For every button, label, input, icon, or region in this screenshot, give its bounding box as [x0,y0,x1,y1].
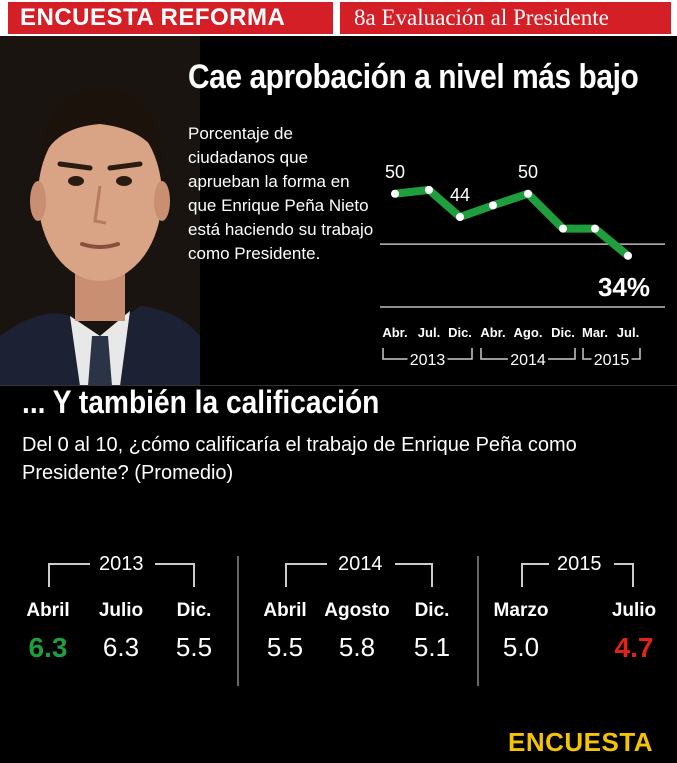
rating-value: 5.5 [175,632,213,662]
year-bracket-left-2015 [521,563,549,587]
data-point [591,224,599,233]
year-bracket-left-2013 [48,563,90,587]
year-bracket-right-2014 [395,563,433,587]
year-bracket [548,348,576,360]
year-bracket [382,348,408,360]
year-label-2014: 2014 [338,553,383,575]
x-tick-label: Abr. [480,325,505,340]
data-point [559,224,567,233]
section2-title: ... Y también la calificación [22,384,380,420]
rating-value: 5.8 [338,632,376,662]
encuesta-logo: ENCUESTA [508,727,654,757]
data-label: 50 [518,162,538,182]
x-tick-label: Mar. [582,325,608,340]
approval-series-line [391,185,632,260]
month-label: Dic. [176,600,212,621]
section2-question: Del 0 al 10, ¿cómo calificaría el trabaj… [22,434,577,484]
month-label: Abril [263,600,307,621]
x-tick-label: Ago. [514,325,543,340]
year-label-2015: 2015 [557,553,602,575]
president-portrait [0,36,200,386]
rating-value: 5.0 [502,632,540,662]
year-bracket-right-2015 [614,563,634,587]
x-tick-label: Dic. [448,325,472,340]
month-label: Julio [98,600,144,621]
data-point [524,189,532,198]
section-divider [0,385,677,386]
x-tick-label: Jul. [617,325,639,340]
month-label: Abril [26,600,70,621]
group-divider [237,556,239,686]
year-label: 2014 [510,352,546,369]
month-label: Julio [611,600,657,621]
year-label: 2015 [594,352,630,369]
section1-description: Porcentaje de ciudadanos que aprueban la… [188,124,374,263]
year-bracket [582,348,592,360]
rating-value-low: 4.7 [614,632,654,663]
data-label: 44 [450,185,470,205]
header-bar: ENCUESTA REFORMA 8a Evaluación al Presid… [0,0,677,36]
data-label: 34% [598,272,650,302]
month-label: Dic. [414,600,450,621]
year-bracket [631,348,641,360]
year-bracket [480,348,508,360]
year-bracket [447,348,473,360]
rating-value: 6.3 [102,632,140,662]
data-point [391,189,399,198]
month-label: Agosto [324,600,390,621]
section1-title: Cae aprobación a nivel más bajo [188,58,639,96]
approval-line-chart: 50 44 50 34% Abr. Jul. Dic. Abr. Ago. Dic. Mar. Jul… [380,162,665,369]
year-label: 2013 [410,352,446,369]
header-left-label: ENCUESTA REFORMA [8,2,333,34]
data-point [456,213,464,221]
year-bracket-left-2014 [285,563,327,587]
x-tick-label: Dic. [551,325,575,340]
month-label: Marzo [493,600,549,621]
rating-value: 5.5 [266,632,304,662]
header-right-label: 8a Evaluación al Presidente [340,2,671,34]
data-point [489,201,497,210]
year-label-2013: 2013 [99,553,144,575]
rating-value: 5.1 [413,632,451,662]
data-point [624,251,632,260]
data-point [425,185,433,194]
rating-value-high: 6.3 [28,632,68,663]
year-bracket-right-2013 [155,563,195,587]
x-tick-label: Abr. [382,325,407,340]
group-divider [477,556,479,686]
x-tick-label: Jul. [418,325,440,340]
data-label: 50 [385,162,405,182]
